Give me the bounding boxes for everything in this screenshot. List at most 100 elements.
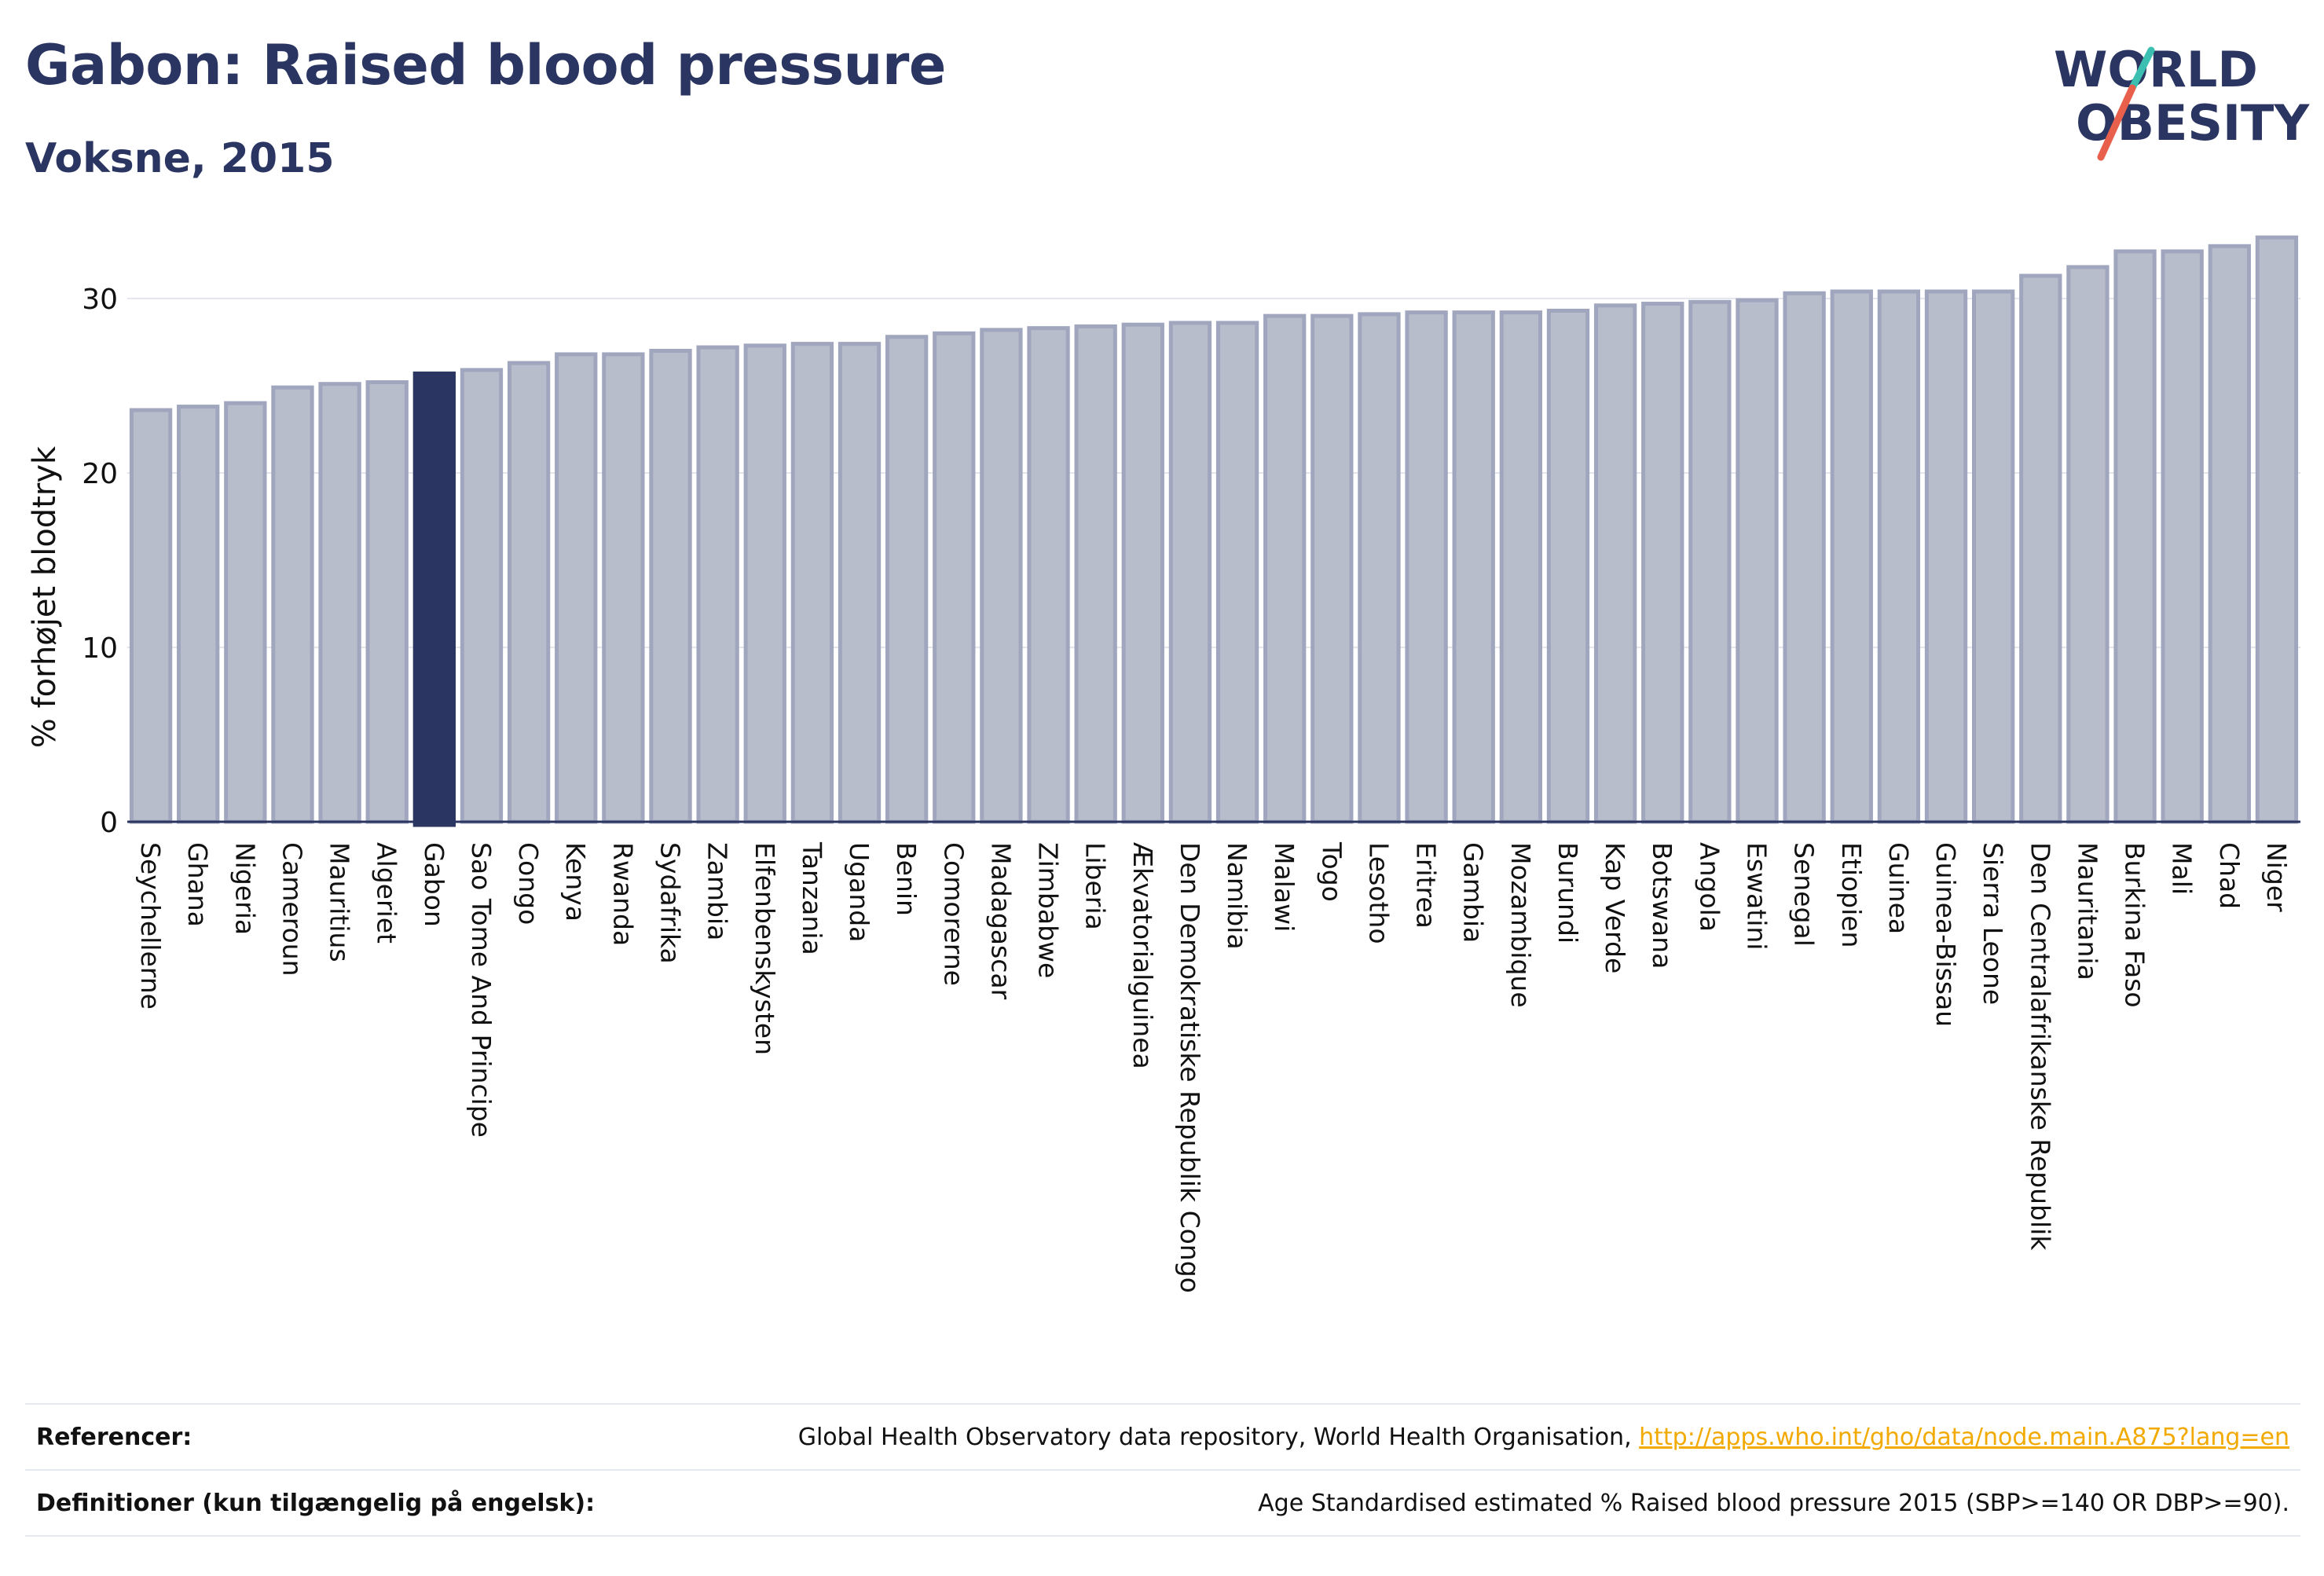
bar-niger — [2255, 235, 2299, 824]
definitions-row: Definitioner (kun tilgængelig på engelsk… — [25, 1469, 2300, 1537]
x-tick-label: Sydafrika — [655, 842, 686, 964]
bar-ghana — [177, 405, 220, 824]
logo-slash-red — [2097, 84, 2136, 161]
x-tick-label: Mauritius — [324, 842, 355, 962]
x-tick-label: Etiopien — [1836, 842, 1867, 947]
bar-mauritania — [2066, 265, 2110, 824]
x-tick-label: Guinea-Bissau — [1930, 842, 1961, 1027]
bar-lesotho — [1358, 312, 1401, 824]
x-tick-label: Sao Tome And Principe — [466, 842, 497, 1138]
x-tick-label: Nigeria — [229, 842, 260, 935]
bar-den-centralafrikanske-republik — [2019, 273, 2062, 824]
x-tick-label: Madagascar — [985, 842, 1016, 1000]
bar-malawi — [1263, 313, 1307, 824]
chart-subtitle: Voksne, 2015 — [25, 135, 335, 182]
bar-rwanda — [602, 352, 645, 824]
bar-uganda — [838, 342, 882, 824]
x-tick-label: Senegal — [1789, 842, 1820, 947]
x-tick-label: Den Centralafrikanske Republik — [2025, 842, 2055, 1251]
x-tick-label: Namibia — [1222, 842, 1252, 950]
bar-gambia — [1452, 310, 1495, 824]
references-panel: Referencer: Global Health Observatory da… — [25, 1403, 2300, 1537]
x-tick-label: Liberia — [1080, 842, 1111, 930]
bar-zimbabwe — [1027, 326, 1070, 824]
x-tick-label: Botswana — [1647, 842, 1677, 969]
x-tick-label: Rwanda — [607, 842, 638, 946]
x-tick-label: Seychellerne — [135, 842, 166, 1010]
y-tick-label: 0 — [100, 807, 118, 839]
references-row: Referencer: Global Health Observatory da… — [25, 1403, 2300, 1469]
x-tick-label: Zambia — [702, 842, 733, 940]
x-tick-label: Zimbabwe — [1033, 842, 1064, 978]
bar-tanzania — [790, 342, 834, 824]
x-tick-label: Niger — [2261, 842, 2292, 912]
references-value: Global Health Observatory data repositor… — [798, 1424, 2300, 1451]
bar-liberia — [1074, 324, 1117, 824]
bar-guinea — [1877, 289, 1921, 824]
bar-madagascar — [980, 328, 1023, 824]
world-obesity-logo: WORLD OBESITY — [2054, 41, 2310, 161]
y-tick-label: 20 — [82, 458, 118, 490]
x-tick-label: Sierra Leone — [1978, 842, 2008, 1005]
x-tick-label: Malawi — [1269, 842, 1299, 932]
bar-zambia — [696, 345, 739, 824]
x-tick-label: Angola — [1694, 842, 1725, 932]
bar-togo — [1310, 313, 1354, 824]
bar-comorerne — [933, 331, 976, 824]
bar-burkina-faso — [2113, 249, 2157, 824]
bar-benin — [885, 335, 929, 824]
bar-congo — [507, 361, 551, 824]
bar-cameroun — [271, 385, 314, 824]
x-tick-label: Togo — [1316, 841, 1347, 902]
x-tick-label: Ækvatorialguinea — [1127, 842, 1158, 1069]
bar-botswana — [1641, 302, 1684, 824]
logo-word-world: WORLD — [2054, 41, 2258, 98]
references-link[interactable]: http://apps.who.int/gho/data/node.main.A… — [1639, 1423, 2289, 1451]
bar-senegal — [1783, 291, 1826, 824]
bar-seychellerne — [129, 408, 173, 824]
x-tick-label: Lesotho — [1363, 842, 1394, 944]
x-tick-label: Den Demokratiske Republik Congo — [1175, 842, 1205, 1293]
x-tick-label: Congo — [513, 842, 544, 925]
bar-sierra-leone — [1971, 289, 2015, 824]
definitions-label: Definitioner (kun tilgængelig på engelsk… — [36, 1489, 596, 1517]
y-axis-label: % forhøjet blodtryk — [27, 445, 63, 748]
x-tick-label: Benin — [891, 842, 922, 916]
x-tick-label: Comorerne — [938, 842, 969, 986]
bar-elfenbenskysten — [743, 343, 786, 824]
x-tick-label: Mali — [2167, 842, 2198, 895]
x-tick-label: Burkina Faso — [2120, 842, 2150, 1008]
bar-den-demokratiske-republik-congo — [1168, 321, 1212, 824]
bar-chad — [2208, 244, 2251, 824]
references-text: Global Health Observatory data repositor… — [797, 1423, 1640, 1451]
x-tick-label: Kap Verde — [1600, 842, 1630, 973]
references-label: Referencer: — [36, 1423, 192, 1451]
bar-mauritius — [318, 382, 361, 824]
x-tick-label: Gabon — [419, 842, 449, 927]
x-tick-label: Kenya — [560, 842, 591, 922]
x-tick-label: Eritrea — [1411, 842, 1442, 929]
x-tick-label: Mozambique — [1505, 842, 1536, 1008]
x-tick-label: Elfenbenskysten — [750, 842, 780, 1055]
x-tick-label: Burundi — [1552, 842, 1583, 944]
x-tick-label: Chad — [2214, 842, 2245, 909]
bar-kap-verde — [1593, 303, 1637, 824]
bar-mozambique — [1499, 310, 1543, 824]
y-tick-label: 10 — [82, 632, 118, 665]
bar-kenya — [555, 352, 598, 824]
bar-ækvatorialguinea — [1121, 322, 1164, 824]
bar-chart: 0 10 20 30 Seychellerne Ghana Nigeria Cameroun… — [27, 235, 2300, 1293]
bar-sydafrika — [649, 349, 692, 824]
x-tick-label: Tanzania — [797, 841, 827, 955]
x-tick-label: Uganda — [844, 842, 874, 942]
x-tick-label: Algeriet — [372, 842, 402, 944]
bar-gabon — [412, 371, 456, 827]
bar-algeriet — [365, 379, 409, 824]
bar-namibia — [1215, 321, 1259, 824]
bar-eswatini — [1736, 298, 1779, 824]
bar-nigeria — [224, 401, 267, 824]
x-tick-label: Guinea — [1883, 842, 1914, 934]
x-tick-label: Eswatini — [1742, 842, 1772, 950]
bar-burundi — [1546, 308, 1590, 824]
bar-mali — [2161, 249, 2204, 824]
